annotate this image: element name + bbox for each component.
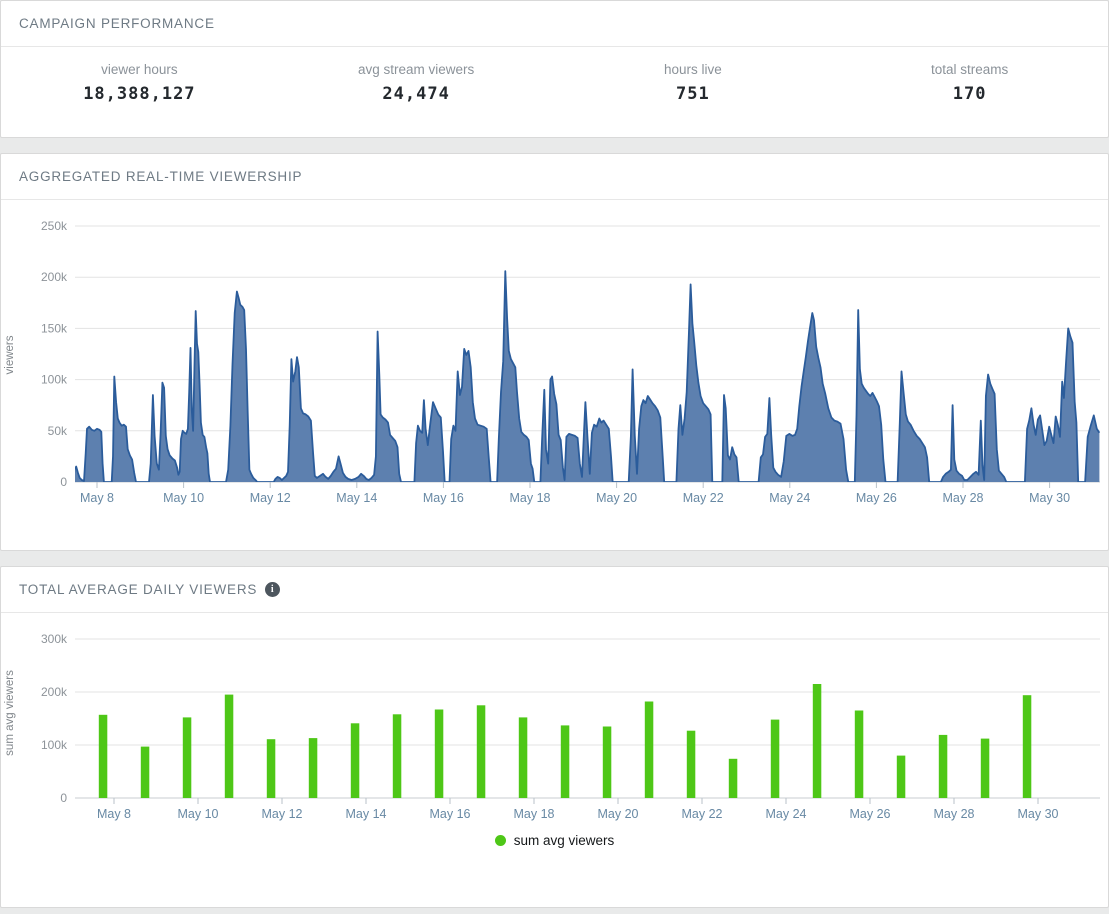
bar-may-28[interactable]	[939, 735, 948, 798]
panel-title: CAMPAIGN PERFORMANCE	[19, 16, 215, 31]
campaign-performance-panel: CAMPAIGN PERFORMANCE viewer hours 18,388…	[0, 0, 1109, 138]
stat-label: avg stream viewers	[278, 62, 555, 77]
bar-may-23[interactable]	[729, 759, 738, 798]
panel-title: TOTAL AVERAGE DAILY VIEWERS	[19, 582, 257, 597]
svg-text:May 18: May 18	[510, 491, 551, 505]
bar-may-21[interactable]	[645, 702, 654, 799]
stat-total-streams: total streams 170	[831, 62, 1108, 104]
panel-title: AGGREGATED REAL-TIME VIEWERSHIP	[19, 169, 302, 184]
bar-may-9[interactable]	[141, 747, 150, 798]
bar-may-26[interactable]	[855, 711, 864, 799]
stat-value: 751	[555, 84, 832, 104]
bar-may-8[interactable]	[99, 715, 108, 798]
legend-label: sum avg viewers	[514, 833, 615, 848]
svg-text:May 20: May 20	[596, 491, 637, 505]
svg-text:May 18: May 18	[514, 807, 555, 821]
bar-chart-plot: 0 100k 200k 300k May 8 May 10 May 12 May 14 May …	[4, 632, 1100, 821]
bar-may-22[interactable]	[687, 731, 696, 798]
stat-value: 18,388,127	[1, 84, 278, 104]
area-series-fill	[73, 271, 1099, 482]
svg-text:100k: 100k	[41, 738, 68, 752]
svg-text:May 16: May 16	[423, 491, 464, 505]
svg-text:May 22: May 22	[682, 807, 723, 821]
stat-label: hours live	[555, 62, 832, 77]
campaign-performance-header: CAMPAIGN PERFORMANCE	[1, 1, 1108, 47]
svg-text:200k: 200k	[41, 685, 68, 699]
daily-viewers-panel: TOTAL AVERAGE DAILY VIEWERS i 0 100k 200k 3…	[0, 566, 1109, 908]
svg-text:May 14: May 14	[336, 491, 377, 505]
bar-may-27[interactable]	[897, 756, 906, 798]
bar-may-16[interactable]	[435, 710, 444, 799]
svg-text:May 10: May 10	[178, 807, 219, 821]
svg-text:May 24: May 24	[766, 807, 807, 821]
svg-text:300k: 300k	[41, 632, 68, 646]
daily-viewers-header: TOTAL AVERAGE DAILY VIEWERS i	[1, 567, 1108, 613]
svg-text:May 22: May 22	[683, 491, 724, 505]
svg-text:May 24: May 24	[769, 491, 810, 505]
realtime-viewership-panel: AGGREGATED REAL-TIME VIEWERSHIP 0 50k 100k…	[0, 153, 1109, 551]
bar-may-20[interactable]	[603, 727, 612, 799]
svg-text:May 12: May 12	[250, 491, 291, 505]
bar-may-17[interactable]	[477, 705, 486, 798]
stat-label: viewer hours	[1, 62, 278, 77]
bar-may-13[interactable]	[309, 738, 318, 798]
bar-may-29[interactable]	[981, 739, 990, 798]
svg-text:May 26: May 26	[856, 491, 897, 505]
area-chart-plot: 0 50k 100k 150k 200k 250k May 8 May 10 May 12 May…	[4, 219, 1100, 505]
svg-text:200k: 200k	[41, 270, 68, 284]
svg-text:sum avg viewers: sum avg viewers	[4, 670, 16, 756]
bar-may-12[interactable]	[267, 739, 276, 798]
svg-text:May 20: May 20	[598, 807, 639, 821]
bar-may-14[interactable]	[351, 723, 360, 798]
stat-value: 24,474	[278, 84, 555, 104]
svg-text:150k: 150k	[41, 321, 68, 335]
svg-text:100k: 100k	[41, 373, 68, 387]
svg-text:May 28: May 28	[934, 807, 975, 821]
bar-may-30[interactable]	[1023, 695, 1032, 798]
campaign-stats-row: viewer hours 18,388,127 avg stream viewe…	[1, 47, 1108, 104]
svg-text:May 8: May 8	[97, 807, 131, 821]
stat-value: 170	[831, 84, 1108, 104]
svg-text:May 12: May 12	[262, 807, 303, 821]
svg-text:May 30: May 30	[1029, 491, 1070, 505]
realtime-viewership-area-chart[interactable]: 0 50k 100k 150k 200k 250k May 8 May 10 May 12 May…	[1, 200, 1108, 550]
bar-chart-legend: sum avg viewers	[1, 833, 1108, 848]
svg-text:May 16: May 16	[430, 807, 471, 821]
svg-text:50k: 50k	[48, 424, 68, 438]
bar-may-24[interactable]	[771, 720, 780, 798]
stat-viewer-hours: viewer hours 18,388,127	[1, 62, 278, 104]
svg-text:viewers: viewers	[4, 335, 16, 374]
bar-may-10[interactable]	[183, 717, 192, 798]
info-icon[interactable]: i	[265, 582, 280, 597]
svg-text:May 14: May 14	[346, 807, 387, 821]
daily-viewers-bar-chart[interactable]: 0 100k 200k 300k May 8 May 10 May 12 May 14 May …	[1, 613, 1108, 825]
realtime-viewership-header: AGGREGATED REAL-TIME VIEWERSHIP	[1, 154, 1108, 200]
stat-hours-live: hours live 751	[555, 62, 832, 104]
bar-may-15[interactable]	[393, 714, 402, 798]
bar-may-18[interactable]	[519, 717, 528, 798]
stat-label: total streams	[831, 62, 1108, 77]
stat-avg-stream-viewers: avg stream viewers 24,474	[278, 62, 555, 104]
svg-text:May 28: May 28	[943, 491, 984, 505]
svg-text:May 8: May 8	[80, 491, 114, 505]
bar-may-11[interactable]	[225, 695, 234, 798]
svg-text:0: 0	[60, 475, 67, 489]
svg-text:250k: 250k	[41, 219, 68, 233]
svg-text:May 10: May 10	[163, 491, 204, 505]
svg-text:May 26: May 26	[850, 807, 891, 821]
bar-may-25[interactable]	[813, 684, 822, 798]
svg-text:May 30: May 30	[1018, 807, 1059, 821]
svg-text:0: 0	[60, 791, 67, 805]
bar-may-19[interactable]	[561, 725, 570, 798]
legend-dot-icon	[495, 835, 506, 846]
